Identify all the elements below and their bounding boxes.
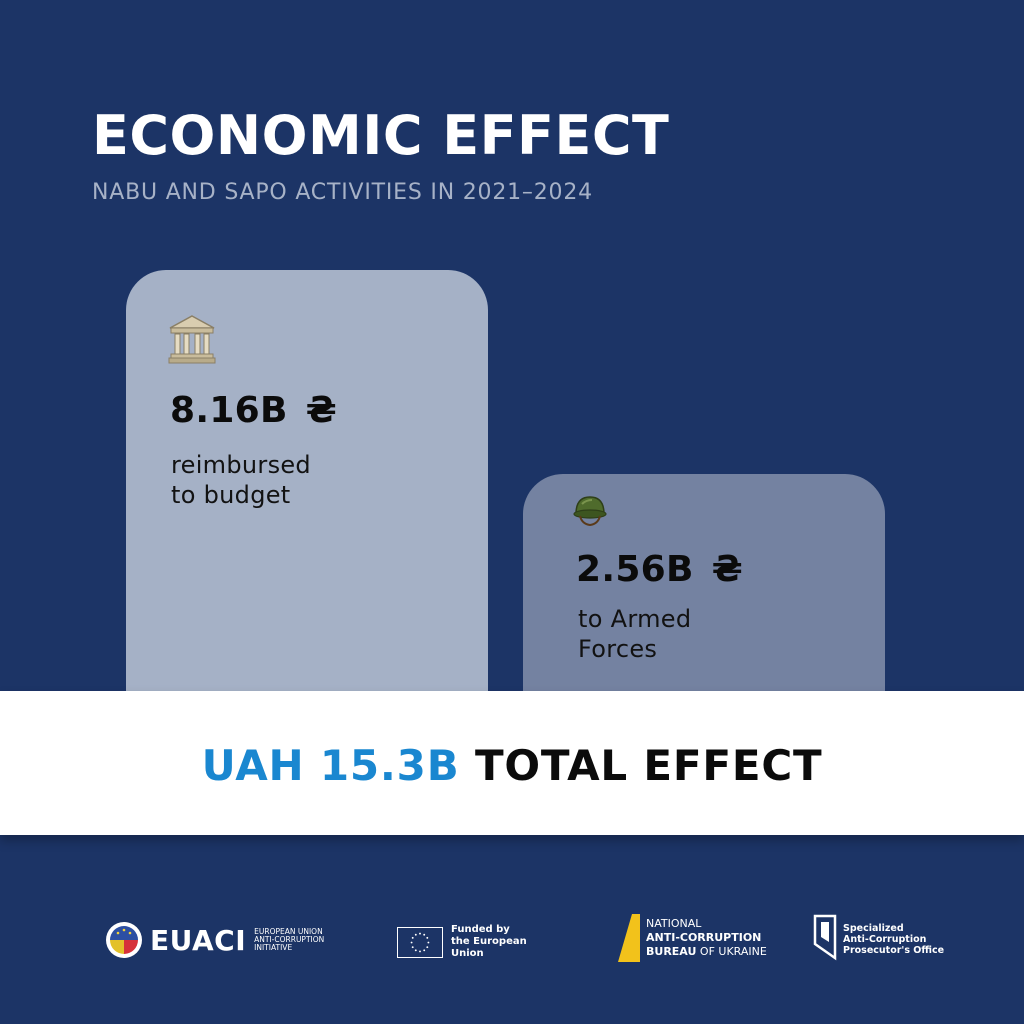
hryvnia-sign: ₴ [305,390,338,431]
eu-funded-text: Funded by the European Union [451,924,561,960]
nabu-logo: NATIONAL ANTI-CORRUPTION BUREAU OF UKRAI… [618,914,767,962]
nabu-line2: ANTI-CORRUPTION [646,931,762,944]
armed-forces-label: to Armed Forces [578,604,798,664]
sapo-line1: Specialized [843,922,904,934]
armed-forces-amount: 2.56B ₴ [576,549,743,590]
eu-line2: the European Union [451,936,527,959]
total-band [0,691,1024,835]
budget-amount-value: 8.16B [170,390,288,431]
page-title: ECONOMIC EFFECT [92,104,670,167]
euaci-name: EUACI [150,923,247,957]
euaci-emblem-icon [106,922,142,958]
euaci-logo: EUACI EUROPEAN UNION ANTI-CORRUPTION INI… [104,918,334,962]
sapo-logo: Specialized Anti-Corruption Prosecutor's… [813,914,944,964]
armed-forces-label-line1: to Armed [578,605,692,633]
nabu-line1: NATIONAL [646,917,702,930]
sapo-emblem-icon [813,914,837,961]
budget-amount: 8.16B ₴ [170,390,337,431]
armed-forces-amount-value: 2.56B [576,549,694,590]
total-effect: UAH 15.3B TOTAL EFFECT [0,741,1024,790]
sapo-line2: Anti-Corruption [843,933,927,945]
euaci-line1: EUROPEAN UNION [254,927,323,936]
nabu-line3-rest: OF UKRAINE [696,945,767,958]
page-subtitle: NABU AND SAPO ACTIVITIES IN 2021–2024 [92,180,593,205]
euaci-line3: INITIATIVE [254,943,293,952]
nabu-line3-bold: BUREAU [646,945,697,958]
nabu-emblem-icon [618,914,640,962]
sapo-name: Specialized Anti-Corruption Prosecutor's… [843,923,944,956]
hryvnia-sign: ₴ [711,549,744,590]
military-helmet-icon [572,494,608,528]
budget-label-line2: to budget [171,481,291,509]
classical-building-icon [168,314,216,364]
eu-funded-logo: Funded by the European Union [397,924,561,960]
armed-forces-label-line2: Forces [578,635,658,663]
nabu-name: NATIONAL ANTI-CORRUPTION BUREAU OF UKRAI… [646,917,767,959]
eu-line1: Funded by [451,924,510,935]
total-amount: UAH 15.3B [201,741,460,790]
budget-label-line1: reimbursed [171,451,311,479]
sapo-line3: Prosecutor's Office [843,944,945,956]
euaci-fullname: EUROPEAN UNION ANTI-CORRUPTION INITIATIV… [254,928,334,952]
euaci-line2: ANTI-CORRUPTION [254,935,325,944]
budget-label: reimbursed to budget [171,450,391,510]
eu-flag-icon [397,926,443,958]
total-label: TOTAL EFFECT [474,741,823,790]
nabu-line3: BUREAU OF UKRAINE [646,945,767,959]
